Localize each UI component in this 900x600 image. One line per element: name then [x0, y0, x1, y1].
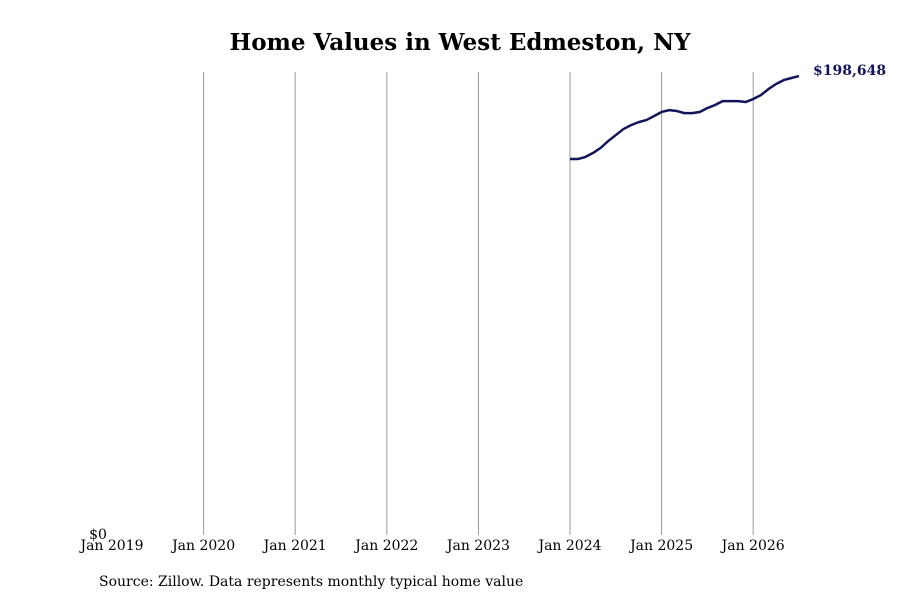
source-note: Source: Zillow. Data represents monthly … [99, 574, 523, 590]
line [570, 74, 800, 161]
x-tick-label: Jan 2026 [720, 538, 785, 554]
x-tick-label: Jan 2024 [536, 538, 601, 554]
x-tick-label: Jan 2022 [353, 538, 418, 554]
value-label: $198,648 [813, 63, 886, 79]
chart-title: Home Values in West Edmeston, NY [229, 29, 691, 56]
x-tick-label: Jan 2019 [78, 538, 143, 554]
x-tick-label: Jan 2025 [628, 538, 693, 554]
x-tick-label: Jan 2020 [170, 538, 235, 554]
y-tick-label: $0 [89, 527, 107, 543]
x-tick-label: Jan 2021 [262, 538, 327, 554]
x-tick-label: Jan 2023 [445, 538, 510, 554]
